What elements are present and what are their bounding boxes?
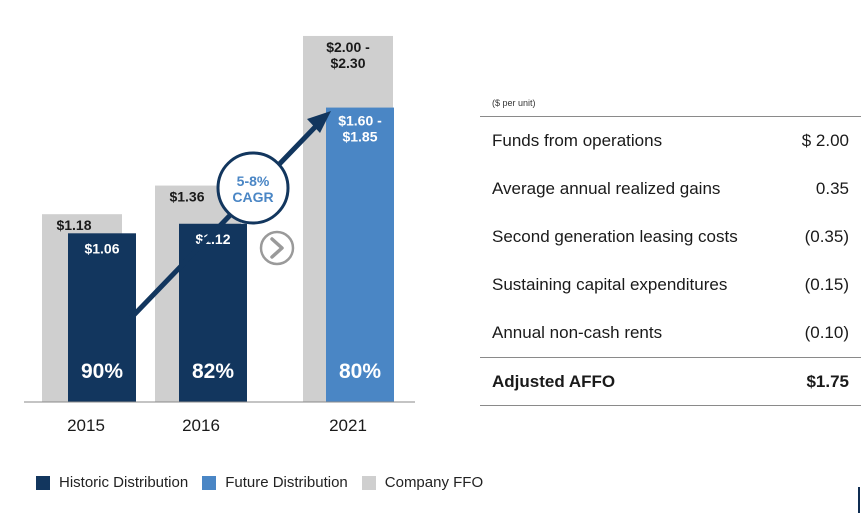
affo-table: Funds from operations $ 2.00 Average ann… [480,116,861,406]
row-value: (0.10) [804,323,849,342]
legend-swatch-historic [36,475,50,490]
legend-item-future: Future Distribution [202,474,348,491]
payout-ratio-label-2021: 80% [339,360,381,383]
legend-label-future: Future Distribution [225,474,348,491]
row-value: (0.35) [804,227,849,246]
row-value: $ 2.00 [801,131,849,150]
chevron-right-circle-icon [259,230,295,266]
row-label: Annual non-cash rents [492,323,663,342]
table-row: Second generation leasing costs (0.35) [480,213,861,261]
row-label: Funds from operations [492,131,663,150]
row-label: Sustaining capital expenditures [492,275,728,294]
x-tick-label-2016: 2016 [182,416,220,435]
ffo-value-label-2016: $1.36 [169,189,204,205]
table-row: Sustaining capital expenditures (0.15) [480,261,861,309]
distribution-chart: $1.18$1.36$2.00 -$2.30$1.06$1.12$1.60 -$… [24,35,415,435]
payout-ratio-label-2015: 90% [81,360,123,383]
ffo-value-label-2021: $2.00 -$2.30 [326,39,370,71]
page-edge-mark [858,487,860,513]
chart-legend: Historic Distribution Future Distributio… [36,474,497,491]
cagr-label: 5-8% CAGR [232,173,273,205]
x-tick-label-2015: 2015 [67,416,105,435]
legend-label-historic: Historic Distribution [59,474,189,491]
legend-swatch-future [202,475,217,490]
row-value: 0.35 [815,179,849,198]
table-total-row: Adjusted AFFO $1.75 [480,357,861,405]
ffo-value-label-2015: $1.18 [56,217,91,233]
total-label: Adjusted AFFO [492,371,616,391]
historic-value-label-2015: $1.06 [84,240,119,256]
table-row: Average annual realized gains 0.35 [480,165,861,213]
row-label: Average annual realized gains [492,179,721,198]
historic-bar-2015 [68,233,136,402]
legend-swatch-ffo [361,475,376,490]
chevron-right-icon [270,237,284,259]
table-row: Annual non-cash rents (0.10) [480,309,861,357]
x-tick-label-2021: 2021 [329,416,367,435]
legend-item-historic: Historic Distribution [36,474,188,491]
row-value: (0.15) [804,275,849,294]
future-bar-2021 [326,107,394,403]
legend-label-ffo: Company FFO [384,474,484,491]
cagr-circle [216,151,290,225]
total-value: $1.75 [806,371,849,391]
legend-item-ffo: Company FFO [361,474,484,491]
growth-arrow-line [128,121,321,321]
growth-arrow-head [307,111,331,133]
future-value-label-2021: $1.60 -$1.85 [338,113,382,145]
table-row: Funds from operations $ 2.00 [480,117,861,165]
table-unit-note: ($ per unit) [492,98,536,108]
row-label: Second generation leasing costs [492,227,738,246]
payout-ratio-label-2016: 82% [192,360,234,383]
